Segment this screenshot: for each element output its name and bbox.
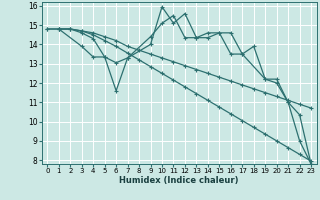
X-axis label: Humidex (Indice chaleur): Humidex (Indice chaleur)	[119, 176, 239, 185]
